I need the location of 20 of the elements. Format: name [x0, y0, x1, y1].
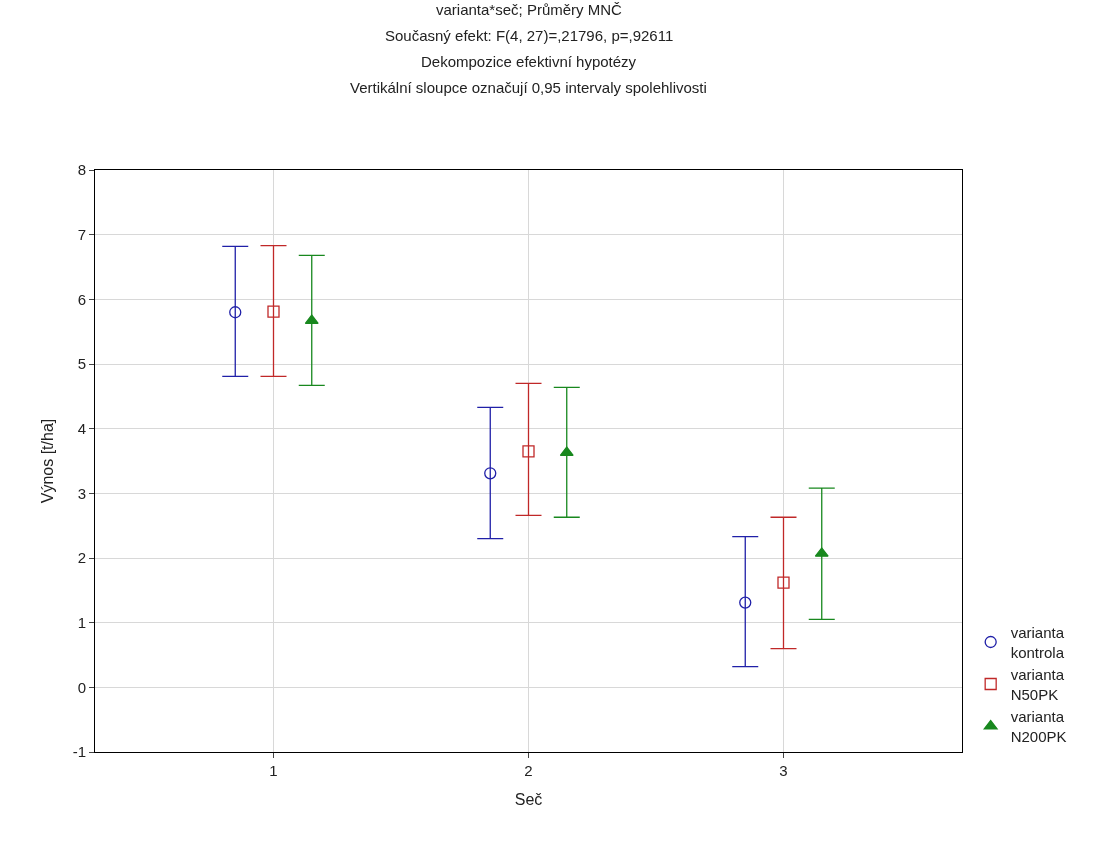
y-tick-label: 0: [77, 678, 86, 696]
text: Vertikální sloupce označují 0,95 intervaly spolehlivosti: [350, 79, 707, 96]
y-tick-label: 2: [77, 549, 86, 567]
y-tick-label: 8: [77, 161, 86, 179]
x-axis-title: Seč: [514, 790, 543, 808]
x-tick-label: 3: [779, 762, 788, 779]
y-axis-title: Výnos [t/ha]: [38, 418, 56, 504]
y-tick-label: 7: [77, 225, 86, 243]
x-tick-label: 2: [524, 762, 533, 779]
text: Dekompozice efektivní hypotézy: [421, 53, 637, 70]
chart-title: varianta*seč; Průměry MNČ: [436, 1, 623, 18]
y-tick-label: -1: [72, 743, 86, 761]
x-tick-label: 1: [269, 762, 278, 779]
y-tick-label: 5: [77, 355, 86, 373]
chart-subtitle: Současný efekt: F(4, 27)=,21796, p=,92611: [385, 27, 674, 44]
legend-label: varianta N200PK: [1010, 708, 1067, 745]
y-tick-label: 3: [77, 484, 86, 502]
y-tick-label: 1: [77, 613, 86, 631]
y-tick-label: 4: [77, 419, 86, 437]
y-tick-label: 6: [77, 290, 86, 308]
